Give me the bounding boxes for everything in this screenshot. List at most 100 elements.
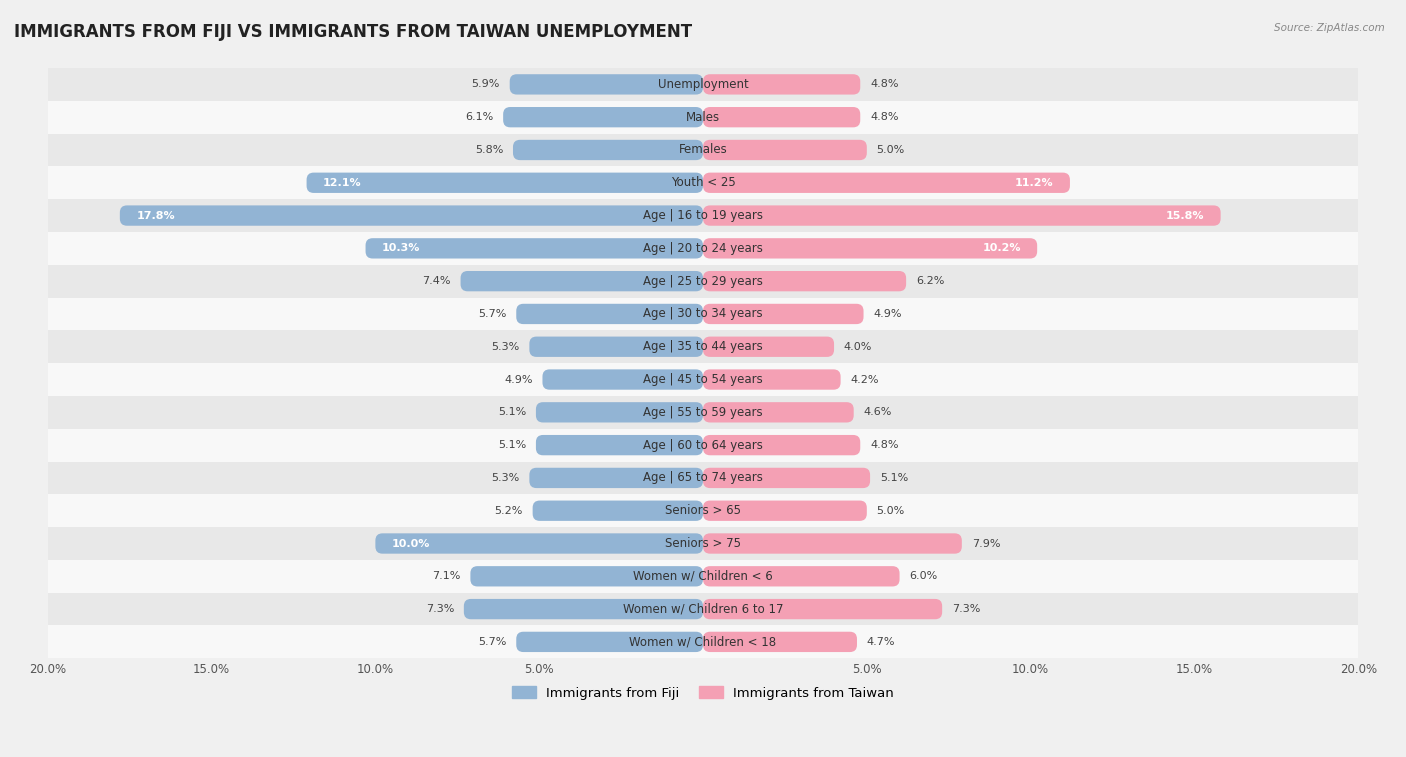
Text: 5.0%: 5.0% (876, 145, 905, 155)
Text: 5.1%: 5.1% (880, 473, 908, 483)
Text: 7.3%: 7.3% (952, 604, 980, 614)
Text: 4.7%: 4.7% (868, 637, 896, 647)
FancyBboxPatch shape (703, 632, 858, 652)
FancyBboxPatch shape (703, 534, 962, 553)
FancyBboxPatch shape (510, 74, 703, 95)
Text: 17.8%: 17.8% (136, 210, 174, 220)
FancyBboxPatch shape (503, 107, 703, 127)
FancyBboxPatch shape (375, 534, 703, 553)
Text: Seniors > 65: Seniors > 65 (665, 504, 741, 517)
FancyBboxPatch shape (703, 369, 841, 390)
Text: Age | 60 to 64 years: Age | 60 to 64 years (643, 438, 763, 452)
Text: 5.8%: 5.8% (475, 145, 503, 155)
FancyBboxPatch shape (703, 304, 863, 324)
Text: 7.4%: 7.4% (422, 276, 451, 286)
Text: 10.2%: 10.2% (983, 243, 1021, 254)
FancyBboxPatch shape (703, 173, 1070, 193)
Text: 4.0%: 4.0% (844, 341, 872, 352)
FancyBboxPatch shape (366, 238, 703, 259)
FancyBboxPatch shape (120, 205, 703, 226)
Bar (48, 330, 1358, 363)
Text: 4.9%: 4.9% (505, 375, 533, 385)
Bar (48, 68, 1358, 101)
Text: 5.2%: 5.2% (495, 506, 523, 516)
Bar (48, 133, 1358, 167)
Text: Males: Males (686, 111, 720, 123)
Text: 4.9%: 4.9% (873, 309, 901, 319)
FancyBboxPatch shape (464, 599, 703, 619)
Bar (48, 167, 1358, 199)
Bar (48, 560, 1358, 593)
Text: Women w/ Children < 18: Women w/ Children < 18 (630, 635, 776, 649)
Bar (48, 363, 1358, 396)
Text: 15.8%: 15.8% (1166, 210, 1205, 220)
FancyBboxPatch shape (530, 337, 703, 357)
Text: 7.3%: 7.3% (426, 604, 454, 614)
Legend: Immigrants from Fiji, Immigrants from Taiwan: Immigrants from Fiji, Immigrants from Ta… (506, 681, 900, 705)
FancyBboxPatch shape (703, 599, 942, 619)
Text: Age | 16 to 19 years: Age | 16 to 19 years (643, 209, 763, 222)
Text: Age | 45 to 54 years: Age | 45 to 54 years (643, 373, 763, 386)
Text: Source: ZipAtlas.com: Source: ZipAtlas.com (1274, 23, 1385, 33)
FancyBboxPatch shape (703, 337, 834, 357)
Bar (48, 199, 1358, 232)
FancyBboxPatch shape (703, 468, 870, 488)
FancyBboxPatch shape (703, 107, 860, 127)
Text: 6.2%: 6.2% (915, 276, 945, 286)
Bar (48, 428, 1358, 462)
Text: 12.1%: 12.1% (323, 178, 361, 188)
FancyBboxPatch shape (703, 402, 853, 422)
Text: IMMIGRANTS FROM FIJI VS IMMIGRANTS FROM TAIWAN UNEMPLOYMENT: IMMIGRANTS FROM FIJI VS IMMIGRANTS FROM … (14, 23, 692, 41)
Text: 4.8%: 4.8% (870, 79, 898, 89)
Text: Age | 55 to 59 years: Age | 55 to 59 years (643, 406, 763, 419)
Text: Females: Females (679, 144, 727, 157)
Bar (48, 101, 1358, 133)
Text: 5.7%: 5.7% (478, 637, 506, 647)
Text: 6.1%: 6.1% (465, 112, 494, 122)
FancyBboxPatch shape (516, 632, 703, 652)
Text: Women w/ Children 6 to 17: Women w/ Children 6 to 17 (623, 603, 783, 615)
FancyBboxPatch shape (307, 173, 703, 193)
Text: 5.3%: 5.3% (491, 473, 520, 483)
Text: Youth < 25: Youth < 25 (671, 176, 735, 189)
Text: 4.8%: 4.8% (870, 112, 898, 122)
FancyBboxPatch shape (471, 566, 703, 587)
FancyBboxPatch shape (703, 435, 860, 455)
Text: 4.8%: 4.8% (870, 440, 898, 450)
Bar (48, 593, 1358, 625)
Text: Age | 65 to 74 years: Age | 65 to 74 years (643, 472, 763, 484)
Text: 5.9%: 5.9% (471, 79, 501, 89)
Bar (48, 298, 1358, 330)
FancyBboxPatch shape (461, 271, 703, 291)
Text: 6.0%: 6.0% (910, 572, 938, 581)
Text: 5.1%: 5.1% (498, 440, 526, 450)
Text: 10.0%: 10.0% (392, 538, 430, 549)
FancyBboxPatch shape (703, 205, 1220, 226)
Bar (48, 232, 1358, 265)
FancyBboxPatch shape (703, 271, 905, 291)
Bar (48, 462, 1358, 494)
FancyBboxPatch shape (533, 500, 703, 521)
Text: Women w/ Children < 6: Women w/ Children < 6 (633, 570, 773, 583)
Text: 5.0%: 5.0% (876, 506, 905, 516)
Text: 10.3%: 10.3% (382, 243, 420, 254)
Text: 5.3%: 5.3% (491, 341, 520, 352)
Bar (48, 396, 1358, 428)
Bar (48, 265, 1358, 298)
Text: Unemployment: Unemployment (658, 78, 748, 91)
Text: 5.1%: 5.1% (498, 407, 526, 417)
FancyBboxPatch shape (703, 500, 868, 521)
FancyBboxPatch shape (703, 238, 1038, 259)
Text: 4.6%: 4.6% (863, 407, 891, 417)
Text: Seniors > 75: Seniors > 75 (665, 537, 741, 550)
FancyBboxPatch shape (543, 369, 703, 390)
FancyBboxPatch shape (703, 566, 900, 587)
FancyBboxPatch shape (516, 304, 703, 324)
Text: 7.9%: 7.9% (972, 538, 1000, 549)
Bar (48, 494, 1358, 527)
FancyBboxPatch shape (536, 435, 703, 455)
Text: Age | 30 to 34 years: Age | 30 to 34 years (643, 307, 763, 320)
FancyBboxPatch shape (513, 140, 703, 160)
FancyBboxPatch shape (530, 468, 703, 488)
Text: 11.2%: 11.2% (1015, 178, 1053, 188)
